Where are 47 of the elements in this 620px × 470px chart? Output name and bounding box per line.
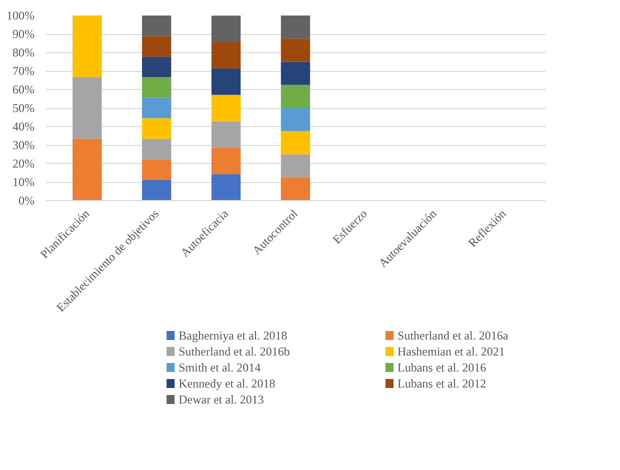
legend-label: Hashemian et al. 2021 bbox=[398, 344, 505, 358]
bar bbox=[280, 38, 310, 62]
bar bbox=[211, 94, 241, 122]
bar bbox=[211, 68, 241, 95]
bar bbox=[72, 16, 102, 78]
bar bbox=[280, 154, 310, 178]
bar bbox=[142, 16, 172, 36]
bar bbox=[211, 121, 241, 148]
bar bbox=[280, 177, 310, 200]
legend-label: Sutherland et al. 2016b bbox=[178, 344, 290, 358]
bar bbox=[142, 77, 172, 98]
y-tick-label: 50% bbox=[12, 101, 35, 115]
y-tick-label: 10% bbox=[12, 175, 35, 189]
y-tick-label: 80% bbox=[12, 46, 35, 60]
bar bbox=[142, 180, 172, 200]
y-tick-label: 60% bbox=[12, 82, 35, 96]
y-tick-label: 20% bbox=[12, 156, 35, 170]
legend-label: Kennedy et al. 2018 bbox=[178, 376, 276, 390]
bar bbox=[211, 42, 241, 68]
bar bbox=[72, 138, 102, 200]
legend-label: Dewar et al. 2013 bbox=[178, 392, 264, 406]
bar bbox=[142, 118, 172, 139]
legend-label: Lubans et al. 2016 bbox=[398, 360, 486, 374]
bar bbox=[211, 148, 241, 174]
legend-label: Sutherland et al. 2016a bbox=[398, 328, 509, 342]
bar bbox=[142, 98, 172, 118]
bar bbox=[211, 174, 241, 200]
bar bbox=[72, 77, 102, 139]
bar bbox=[280, 131, 310, 154]
y-tick-label: 100% bbox=[6, 8, 35, 22]
y-tick-label: 40% bbox=[12, 120, 35, 134]
y-tick-label: 0% bbox=[18, 194, 35, 208]
bar bbox=[280, 62, 310, 85]
bar bbox=[142, 159, 172, 180]
bar bbox=[280, 108, 310, 132]
y-tick-label: 30% bbox=[12, 138, 35, 152]
y-tick-label: 70% bbox=[12, 64, 35, 78]
bar bbox=[211, 16, 241, 42]
bar bbox=[142, 36, 172, 57]
y-tick-label: 90% bbox=[12, 27, 35, 41]
bar bbox=[142, 56, 172, 78]
legend-label: Smith et al. 2014 bbox=[178, 360, 261, 374]
bar bbox=[280, 16, 310, 39]
legend-label: Bagherniya et al. 2018 bbox=[178, 328, 288, 342]
bar bbox=[280, 84, 310, 108]
bar bbox=[142, 138, 172, 160]
legend-label: Lubans et al. 2012 bbox=[398, 376, 486, 390]
